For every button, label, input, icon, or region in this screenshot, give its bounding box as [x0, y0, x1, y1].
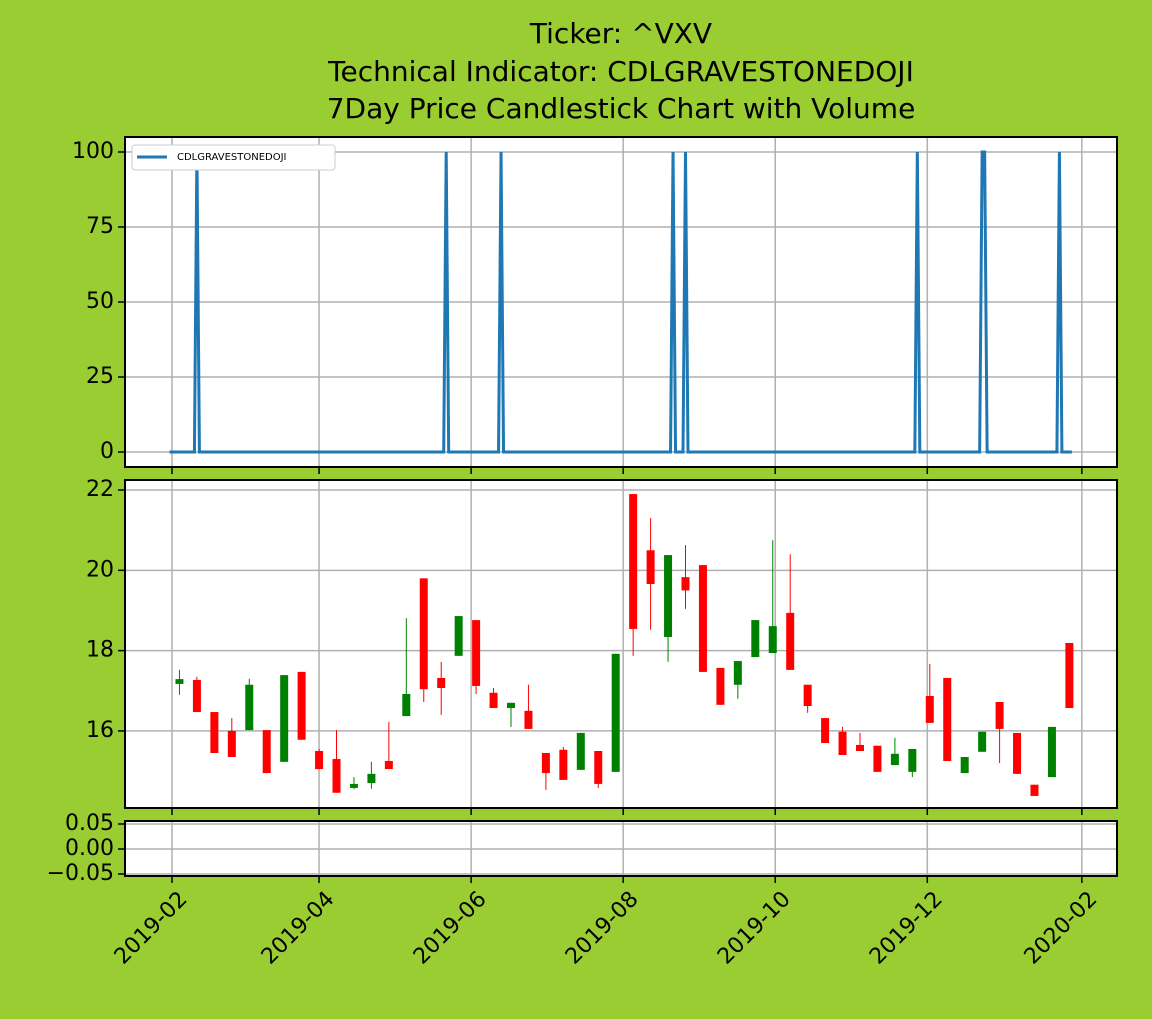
- candle-body: [576, 732, 585, 770]
- y-tick-label: 20: [86, 557, 114, 582]
- plot-area: [125, 480, 1117, 808]
- y-tick-label: 16: [86, 718, 114, 743]
- chart-title: Ticker: ^VXV: [529, 17, 712, 50]
- candle-body: [611, 653, 620, 772]
- candle-body: [489, 692, 498, 709]
- x-tick-label: 2019-10: [713, 887, 796, 970]
- candle-body: [262, 730, 271, 774]
- candle-body: [210, 712, 219, 753]
- candle-body: [873, 745, 882, 772]
- candle-body: [960, 757, 969, 774]
- candle-body: [315, 750, 324, 770]
- y-tick-label: 18: [86, 638, 114, 663]
- candle-body: [472, 620, 481, 686]
- x-tick-label: 2019-08: [561, 887, 644, 970]
- line: [169, 150, 1072, 454]
- candle-body: [245, 684, 254, 731]
- candle-body: [995, 702, 1004, 729]
- candle-body: [524, 710, 533, 729]
- candle-body: [367, 773, 376, 784]
- candle-body: [227, 730, 236, 758]
- candle-body: [332, 759, 341, 793]
- candle-body: [629, 494, 638, 629]
- candle-body: [559, 749, 568, 780]
- candle-body: [855, 744, 864, 751]
- candle-body: [192, 679, 201, 713]
- y-tick-label: 25: [86, 364, 114, 389]
- candle-body: [908, 748, 917, 772]
- y-tick-label: 0.00: [65, 836, 114, 861]
- candle-body: [716, 667, 725, 705]
- candle-body: [786, 612, 795, 670]
- legend-label: CDLGRAVESTONEDOJI: [177, 152, 287, 163]
- candle-body: [751, 620, 760, 658]
- candle-body: [541, 752, 550, 774]
- candle-body: [349, 783, 358, 788]
- x-tick-label: 2019-04: [257, 887, 340, 970]
- chart-title: 7Day Price Candlestick Chart with Volume: [327, 92, 916, 125]
- candle-body: [768, 626, 777, 654]
- candle-body: [402, 693, 411, 717]
- y-tick-label: 0: [100, 439, 114, 464]
- legend-box: [131, 144, 336, 171]
- plot-frame: [124, 136, 1118, 468]
- x-tick-label: 2019-02: [110, 887, 193, 970]
- y-tick-label: 22: [86, 477, 114, 502]
- candle-body: [1013, 732, 1022, 774]
- candle-body: [297, 671, 306, 740]
- y-tick-label: −0.05: [47, 861, 114, 886]
- candle-body: [733, 661, 742, 685]
- candle-body: [890, 753, 899, 766]
- x-tick-label: 2019-06: [409, 887, 492, 970]
- candle-body: [698, 565, 707, 672]
- candle-body: [978, 731, 987, 752]
- candle-body: [280, 675, 289, 762]
- candle-body: [821, 718, 830, 743]
- y-tick-label: 100: [72, 139, 114, 164]
- plot-frame: [124, 479, 1118, 809]
- y-tick-label: 75: [86, 214, 114, 239]
- candle-body: [419, 578, 428, 690]
- grid: [125, 821, 1117, 876]
- y-tick-label: 50: [86, 289, 114, 314]
- candle-body: [803, 684, 812, 707]
- chart-title: Technical Indicator: CDLGRAVESTONEDOJI: [327, 55, 914, 88]
- candle-body: [1065, 642, 1074, 709]
- x-tick-label: 2020-02: [1020, 887, 1103, 970]
- candle-body: [943, 677, 952, 762]
- candle-body: [437, 677, 446, 688]
- candle-body: [507, 702, 516, 709]
- candle-body: [454, 616, 463, 656]
- candle-body: [1030, 784, 1039, 796]
- y-tick-label: 0.05: [65, 811, 114, 836]
- plot-frame: [124, 820, 1118, 877]
- candle-body: [838, 731, 847, 756]
- candle-body: [1047, 726, 1056, 778]
- candle-body: [384, 761, 393, 770]
- candle-body: [175, 679, 184, 684]
- candle-body: [925, 695, 934, 723]
- candle-body: [594, 750, 603, 784]
- x-tick-label: 2019-12: [865, 887, 948, 970]
- candle-body: [646, 550, 655, 584]
- candle-body: [681, 577, 690, 591]
- candle-body: [664, 555, 673, 637]
